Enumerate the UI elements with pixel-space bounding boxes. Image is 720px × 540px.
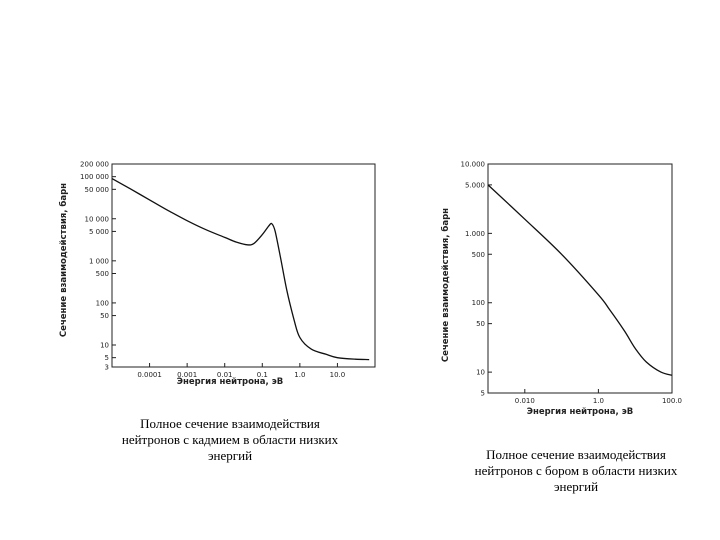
y-tick-label: 10 000 [85,215,110,223]
caption-line: нейтронов с бором в области низких [474,463,678,478]
y-tick-label: 100 [96,299,109,307]
y-tick-label: 10 [100,341,109,349]
caption-line: энергий [553,479,599,494]
y-tick-label: 10.000 [461,161,486,169]
cross-section-series-line [487,184,673,376]
y-tick-label: 100 000 [80,173,109,181]
y-tick-label: 5 000 [89,228,109,236]
x-tick-label: 0.01 [217,371,233,379]
x-tick-label: 0.001 [177,371,197,379]
x-tick-label: 0.0001 [137,371,162,379]
y-tick-label: 10 [476,369,485,377]
caption-line: Полное сечение взаимодействия [140,416,320,431]
y-tick-label: 3 [105,364,109,372]
x-tick-label: 0.010 [515,397,535,405]
x-tick-label: 0.1 [257,371,268,379]
caption-line: энергий [207,448,253,463]
plot-frame [111,163,376,368]
y-tick-label: 1.000 [465,230,485,238]
boron-cross-section-chart: 10.000 5.000 1.000 500 100 50 10 5 0.010 1.0 100.0… [440,161,682,418]
y-tick-label: 50 [100,312,109,320]
y-tick-label: 5 [105,354,109,362]
plot-frame [487,163,673,394]
x-tick-label: 1.0 [294,371,305,379]
cadmium-chart-caption: Полное сечение взаимодействия нейтронов … [88,416,372,464]
x-tick-label: 100.0 [662,397,682,405]
x-tick-label: 1.0 [593,397,604,405]
y-tick-label: 50 000 [85,186,110,194]
y-tick-label: 1 000 [89,257,109,265]
y-tick-label: 500 [96,270,109,278]
y-axis-title: Сечение взаимодействия, барн [440,208,451,362]
cross-section-series-line [111,178,370,361]
caption-line: нейтронов с кадмием в области низких [121,432,339,447]
y-axis-title: Сечение взаимодействия, барн [58,183,69,337]
y-tick-label: 100 [472,299,485,307]
y-tick-label: 5.000 [465,181,485,189]
x-tick-label: 10.0 [330,371,346,379]
x-axis-title: Энергия нейтрона, эВ [527,407,634,417]
y-tick-label: 200 000 [80,161,109,169]
caption-line: Полное сечение взаимодействия [486,447,666,462]
y-tick-label: 5 [481,390,485,398]
y-tick-label: 50 [476,320,485,328]
y-tick-label: 500 [472,251,485,259]
x-axis-title: Энергия нейтрона, эВ [177,377,284,387]
boron-chart-caption: Полное сечение взаимодействия нейтронов … [442,447,710,495]
cadmium-cross-section-chart: 200 000 100 000 50 000 10 000 5 000 1 000 500 1… [58,161,376,387]
